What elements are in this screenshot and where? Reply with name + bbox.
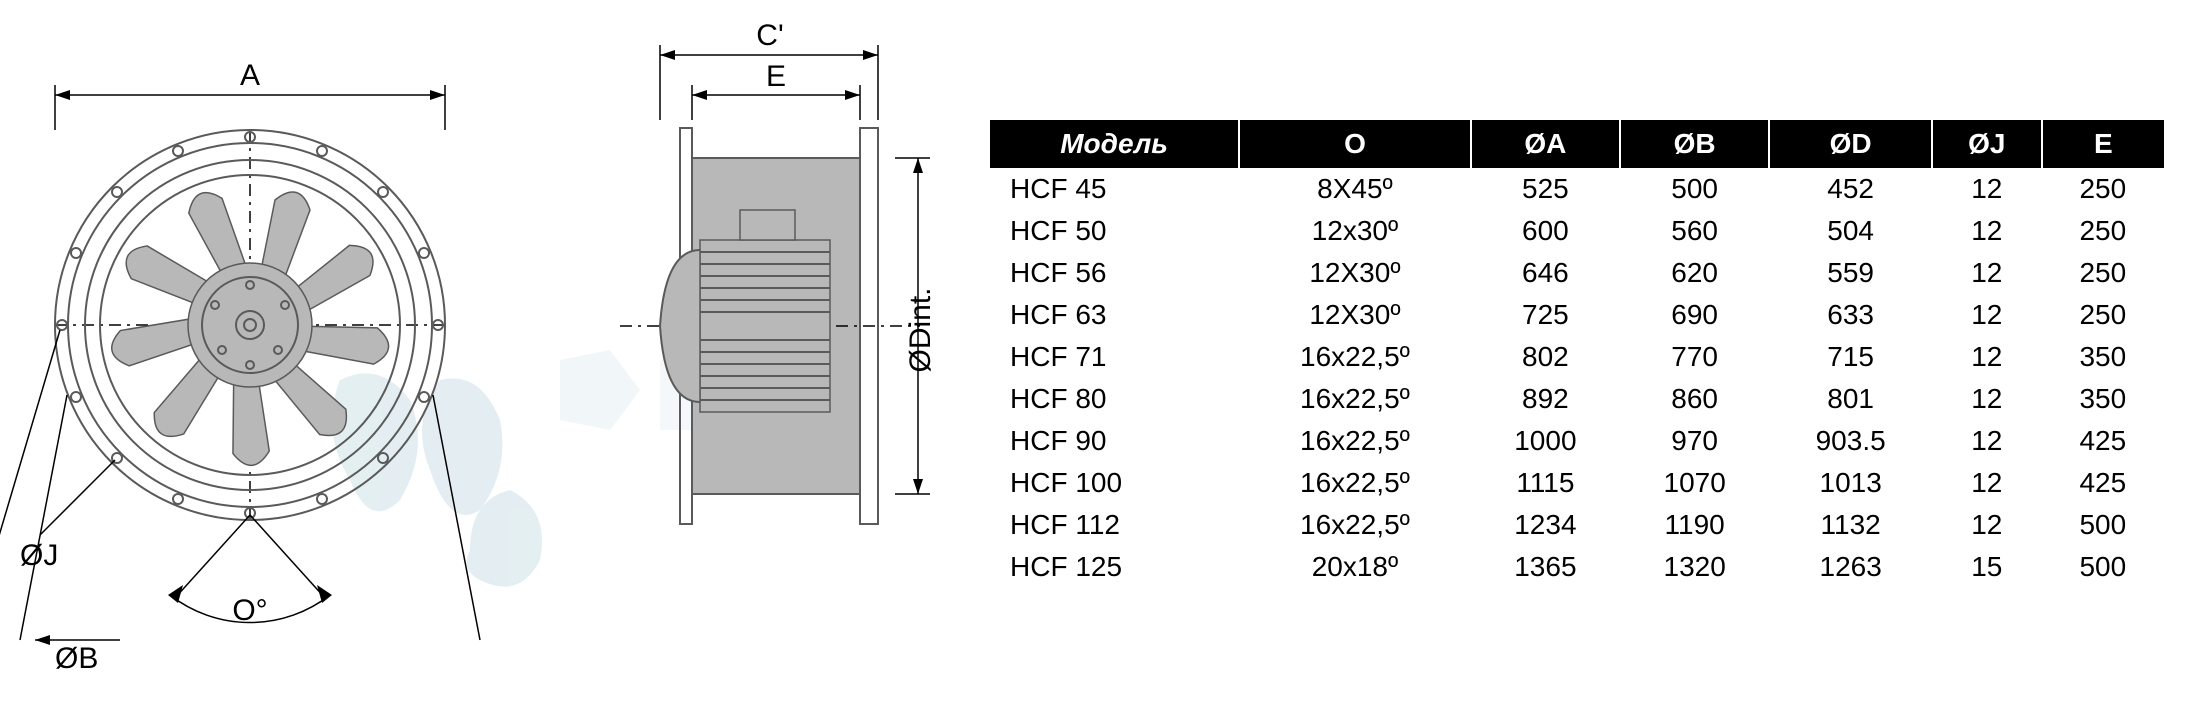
table-cell: 12 bbox=[1932, 504, 2042, 546]
table-row: HCF 11216x22,5º12341190113212500 bbox=[990, 504, 2164, 546]
table-cell: 1000 bbox=[1471, 420, 1620, 462]
table-header-row: Модель O ØA ØB ØD ØJ E bbox=[990, 120, 2164, 168]
table-cell: 500 bbox=[1620, 168, 1769, 210]
table-cell: 16x22,5º bbox=[1239, 420, 1471, 462]
table-cell: 559 bbox=[1769, 252, 1932, 294]
label-E: E bbox=[766, 60, 786, 93]
table-cell: HCF 90 bbox=[990, 420, 1239, 462]
front-view: A ØJ ØB O° bbox=[0, 59, 480, 675]
table-cell: 12 bbox=[1932, 336, 2042, 378]
table-cell: 12 bbox=[1932, 378, 2042, 420]
table-cell: 250 bbox=[2042, 210, 2164, 252]
table-cell: 425 bbox=[2042, 462, 2164, 504]
table-cell: HCF 50 bbox=[990, 210, 1239, 252]
table-cell: 12x30º bbox=[1239, 210, 1471, 252]
table-cell: 16x22,5º bbox=[1239, 336, 1471, 378]
table-cell: 620 bbox=[1620, 252, 1769, 294]
table-cell: 860 bbox=[1620, 378, 1769, 420]
dimensions-table: Модель O ØA ØB ØD ØJ E HCF 458X45º525500… bbox=[990, 0, 2204, 698]
table-cell: 715 bbox=[1769, 336, 1932, 378]
col-phiJ: ØJ bbox=[1932, 120, 2042, 168]
table-cell: 892 bbox=[1471, 378, 1620, 420]
table-cell: 1234 bbox=[1471, 504, 1620, 546]
table-cell: 504 bbox=[1769, 210, 1932, 252]
table-row: HCF 9016x22,5º1000970903.512425 bbox=[990, 420, 2164, 462]
table-row: HCF 10016x22,5º11151070101312425 bbox=[990, 462, 2164, 504]
table-cell: 725 bbox=[1471, 294, 1620, 336]
col-O: O bbox=[1239, 120, 1471, 168]
table-cell: 12X30º bbox=[1239, 252, 1471, 294]
table-cell: 12 bbox=[1932, 210, 2042, 252]
col-model: Модель bbox=[990, 120, 1239, 168]
table-cell: 903.5 bbox=[1769, 420, 1932, 462]
label-phiDint: ØDint. bbox=[904, 287, 937, 372]
table-cell: HCF 71 bbox=[990, 336, 1239, 378]
col-E: E bbox=[2042, 120, 2164, 168]
table-cell: HCF 100 bbox=[990, 462, 1239, 504]
table-cell: 560 bbox=[1620, 210, 1769, 252]
table-cell: 1115 bbox=[1471, 462, 1620, 504]
table-cell: 646 bbox=[1471, 252, 1620, 294]
table-row: HCF 8016x22,5º89286080112350 bbox=[990, 378, 2164, 420]
table-cell: 1132 bbox=[1769, 504, 1932, 546]
table-cell: 250 bbox=[2042, 168, 2164, 210]
table-cell: HCF 63 bbox=[990, 294, 1239, 336]
table-cell: 8X45º bbox=[1239, 168, 1471, 210]
table-cell: 12 bbox=[1932, 168, 2042, 210]
table-cell: 452 bbox=[1769, 168, 1932, 210]
table-cell: 690 bbox=[1620, 294, 1769, 336]
table-cell: 250 bbox=[2042, 252, 2164, 294]
col-phiA: ØA bbox=[1471, 120, 1620, 168]
table-cell: 16x22,5º bbox=[1239, 378, 1471, 420]
col-phiB: ØB bbox=[1620, 120, 1769, 168]
table-cell: 600 bbox=[1471, 210, 1620, 252]
table-row: HCF 7116x22,5º80277071512350 bbox=[990, 336, 2164, 378]
table-cell: 16x22,5º bbox=[1239, 462, 1471, 504]
table-cell: HCF 45 bbox=[990, 168, 1239, 210]
table-cell: 12 bbox=[1932, 252, 2042, 294]
table-cell: 16x22,5º bbox=[1239, 504, 1471, 546]
table-cell: 770 bbox=[1620, 336, 1769, 378]
table-cell: HCF 80 bbox=[990, 378, 1239, 420]
table-cell: HCF 56 bbox=[990, 252, 1239, 294]
table-cell: 350 bbox=[2042, 336, 2164, 378]
table-row: HCF 5012x30º60056050412250 bbox=[990, 210, 2164, 252]
table-cell: 500 bbox=[2042, 546, 2164, 588]
table-row: HCF 5612X30º64662055912250 bbox=[990, 252, 2164, 294]
table-cell: 1070 bbox=[1620, 462, 1769, 504]
table-cell: 250 bbox=[2042, 294, 2164, 336]
table-row: HCF 6312X30º72569063312250 bbox=[990, 294, 2164, 336]
table-cell: 12 bbox=[1932, 462, 2042, 504]
technical-drawing: A ØJ ØB O° bbox=[0, 0, 990, 698]
table-cell: 525 bbox=[1471, 168, 1620, 210]
label-A: A bbox=[240, 59, 260, 92]
table-cell: 425 bbox=[2042, 420, 2164, 462]
table-cell: HCF 125 bbox=[990, 546, 1239, 588]
table-cell: 20x18º bbox=[1239, 546, 1471, 588]
table-cell: 970 bbox=[1620, 420, 1769, 462]
table-cell: 801 bbox=[1769, 378, 1932, 420]
label-Odeg: O° bbox=[232, 594, 267, 627]
table-cell: 15 bbox=[1932, 546, 2042, 588]
table-cell: 12X30º bbox=[1239, 294, 1471, 336]
table-row: HCF 458X45º52550045212250 bbox=[990, 168, 2164, 210]
table-cell: 1365 bbox=[1471, 546, 1620, 588]
side-view: C' E ØDint. bbox=[620, 19, 937, 524]
table-cell: 12 bbox=[1932, 420, 2042, 462]
label-Cprime: C' bbox=[756, 19, 783, 52]
table-cell: 802 bbox=[1471, 336, 1620, 378]
label-phiB: ØB bbox=[55, 642, 98, 675]
table-cell: 12 bbox=[1932, 294, 2042, 336]
table-cell: 1190 bbox=[1620, 504, 1769, 546]
table-cell: 350 bbox=[2042, 378, 2164, 420]
col-phiD: ØD bbox=[1769, 120, 1932, 168]
table-cell: 1013 bbox=[1769, 462, 1932, 504]
table-cell: 633 bbox=[1769, 294, 1932, 336]
table-cell: 1320 bbox=[1620, 546, 1769, 588]
table-cell: HCF 112 bbox=[990, 504, 1239, 546]
table-cell: 500 bbox=[2042, 504, 2164, 546]
table-cell: 1263 bbox=[1769, 546, 1932, 588]
table-row: HCF 12520x18º13651320126315500 bbox=[990, 546, 2164, 588]
